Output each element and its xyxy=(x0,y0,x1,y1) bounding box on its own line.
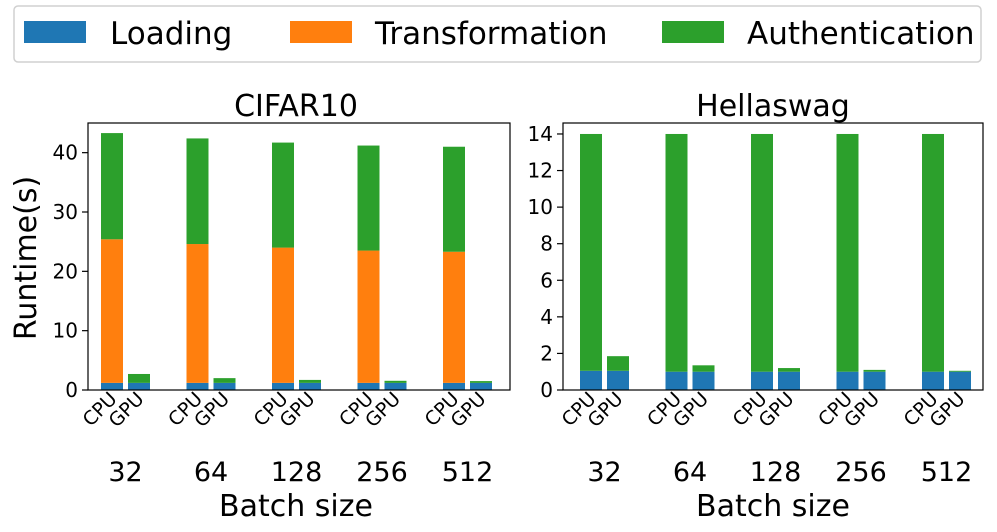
cifar10-bar-32-gpu-loading xyxy=(128,382,150,390)
cifar10-bar-256-cpu-loading xyxy=(357,382,380,390)
cifar10-bar-512-gpu-loading xyxy=(470,382,492,390)
hellaswag-group-label-512: 512 xyxy=(921,457,973,488)
hellaswag-bar-256-cpu-loading xyxy=(836,371,859,390)
cifar10-group-label-64: 64 xyxy=(194,457,228,488)
cifar10-x-axis-label: Batch size xyxy=(219,489,373,524)
hellaswag-bar-512-gpu-loading xyxy=(949,371,971,390)
hellaswag-y-tick-label: 4 xyxy=(540,305,553,329)
cifar10-bar-512-gpu-authentication xyxy=(470,381,492,383)
legend-frame xyxy=(13,5,982,63)
hellaswag-bar-64-gpu-authentication xyxy=(692,365,715,372)
hellaswag-bar-256-cpu-authentication xyxy=(836,133,859,372)
cifar10-y-tick-label: 0 xyxy=(65,378,78,402)
cifar10-y-tick-label: 10 xyxy=(53,319,78,343)
hellaswag-bar-512-cpu-authentication xyxy=(922,133,944,372)
cifar10-bar-64-cpu-loading xyxy=(186,382,209,390)
cifar10-bar-512-cpu-loading xyxy=(443,382,465,390)
hellaswag-y-tick-label: 12 xyxy=(528,159,553,183)
cifar10-bar-128-cpu-transformation xyxy=(272,247,294,383)
hellaswag-bar-32-cpu-loading xyxy=(580,370,602,390)
cifar10-y-tick-label: 20 xyxy=(53,259,78,283)
hellaswag-bar-256-gpu-authentication xyxy=(863,369,886,372)
cifar10-panel: CIFAR10 Runtime(s) Batch size 010203040C… xyxy=(9,89,511,524)
cifar10-bar-256-gpu-authentication xyxy=(384,380,407,383)
cifar10-group-label-32: 32 xyxy=(108,457,142,488)
hellaswag-bar-128-gpu-authentication xyxy=(778,368,800,372)
cifar10-bar-32-gpu-authentication xyxy=(128,373,150,383)
hellaswag-group-label-128: 128 xyxy=(750,457,802,488)
hellaswag-group-label-256: 256 xyxy=(835,457,887,488)
cifar10-bar-64-gpu-authentication xyxy=(213,378,236,383)
legend-label-transformation: Transformation xyxy=(374,16,608,52)
legend-swatch-transformation xyxy=(290,21,352,43)
cifar10-y-axis-label: Runtime(s) xyxy=(9,176,44,340)
hellaswag-y-tick-label: 2 xyxy=(540,341,553,365)
cifar10-group-label-128: 128 xyxy=(271,457,323,488)
hellaswag-group-label-64: 64 xyxy=(673,457,707,488)
hellaswag-plot-frame xyxy=(562,122,984,391)
cifar10-bar-64-cpu-transformation xyxy=(186,244,209,383)
cifar10-bar-256-cpu-authentication xyxy=(357,145,380,251)
hellaswag-bar-64-gpu-loading xyxy=(692,371,715,390)
cifar10-title: CIFAR10 xyxy=(234,89,358,124)
cifar10-bar-128-cpu-authentication xyxy=(272,142,294,248)
cifar10-y-tick-label: 30 xyxy=(53,200,78,224)
hellaswag-bar-512-gpu-authentication xyxy=(949,370,971,372)
cifar10-marks: 010203040CPUGPU32CPUGPU64CPUGPU128CPUGPU… xyxy=(53,133,494,488)
cifar10-bar-512-cpu-transformation xyxy=(443,251,465,383)
hellaswag-bar-512-cpu-loading xyxy=(922,371,944,390)
hellaswag-y-tick-label: 14 xyxy=(528,122,553,146)
cifar10-bar-256-cpu-transformation xyxy=(357,250,380,383)
hellaswag-bar-32-gpu-loading xyxy=(607,370,629,390)
cifar10-bar-64-gpu-loading xyxy=(213,382,236,390)
hellaswag-y-tick-label: 6 xyxy=(540,268,553,292)
legend: Loading Transformation Authentication xyxy=(13,5,982,63)
cifar10-bar-128-gpu-authentication xyxy=(299,379,321,383)
cifar10-bar-128-cpu-loading xyxy=(272,382,294,390)
hellaswag-bar-32-gpu-authentication xyxy=(607,356,629,371)
cifar10-bar-32-cpu-authentication xyxy=(101,133,123,240)
hellaswag-y-tick-label: 10 xyxy=(528,195,553,219)
legend-swatch-loading xyxy=(24,21,86,43)
cifar10-group-label-256: 256 xyxy=(356,457,408,488)
hellaswag-group-label-32: 32 xyxy=(587,457,621,488)
cifar10-bar-32-cpu-transformation xyxy=(101,239,123,383)
hellaswag-bar-256-gpu-loading xyxy=(863,371,886,390)
hellaswag-panel: Hellaswag Batch size 02468101214CPUGPU32… xyxy=(528,89,984,524)
cifar10-group-label-512: 512 xyxy=(442,457,494,488)
hellaswag-y-tick-label: 8 xyxy=(540,232,553,256)
cifar10-bar-256-gpu-loading xyxy=(384,382,407,390)
hellaswag-title: Hellaswag xyxy=(696,89,850,124)
cifar10-bar-64-cpu-authentication xyxy=(186,138,209,245)
hellaswag-x-axis-label: Batch size xyxy=(696,489,850,524)
hellaswag-bar-128-cpu-loading xyxy=(751,371,773,390)
cifar10-plot-frame xyxy=(87,122,511,391)
hellaswag-marks: 02468101214CPUGPU32CPUGPU64CPUGPU128CPUG… xyxy=(528,122,973,488)
hellaswag-bar-32-cpu-authentication xyxy=(580,133,602,371)
cifar10-bar-32-cpu-loading xyxy=(101,382,123,390)
hellaswag-bar-128-gpu-loading xyxy=(778,371,800,390)
hellaswag-bar-64-cpu-loading xyxy=(665,371,688,390)
hellaswag-y-tick-label: 0 xyxy=(540,378,553,402)
hellaswag-bar-128-cpu-authentication xyxy=(751,133,773,372)
legend-label-loading: Loading xyxy=(110,16,232,52)
legend-swatch-authentication xyxy=(662,21,724,43)
hellaswag-bar-64-cpu-authentication xyxy=(665,133,688,372)
cifar10-y-tick-label: 40 xyxy=(53,141,78,165)
cifar10-bar-128-gpu-loading xyxy=(299,382,321,390)
legend-label-authentication: Authentication xyxy=(747,16,975,52)
cifar10-bar-512-cpu-authentication xyxy=(443,146,465,252)
